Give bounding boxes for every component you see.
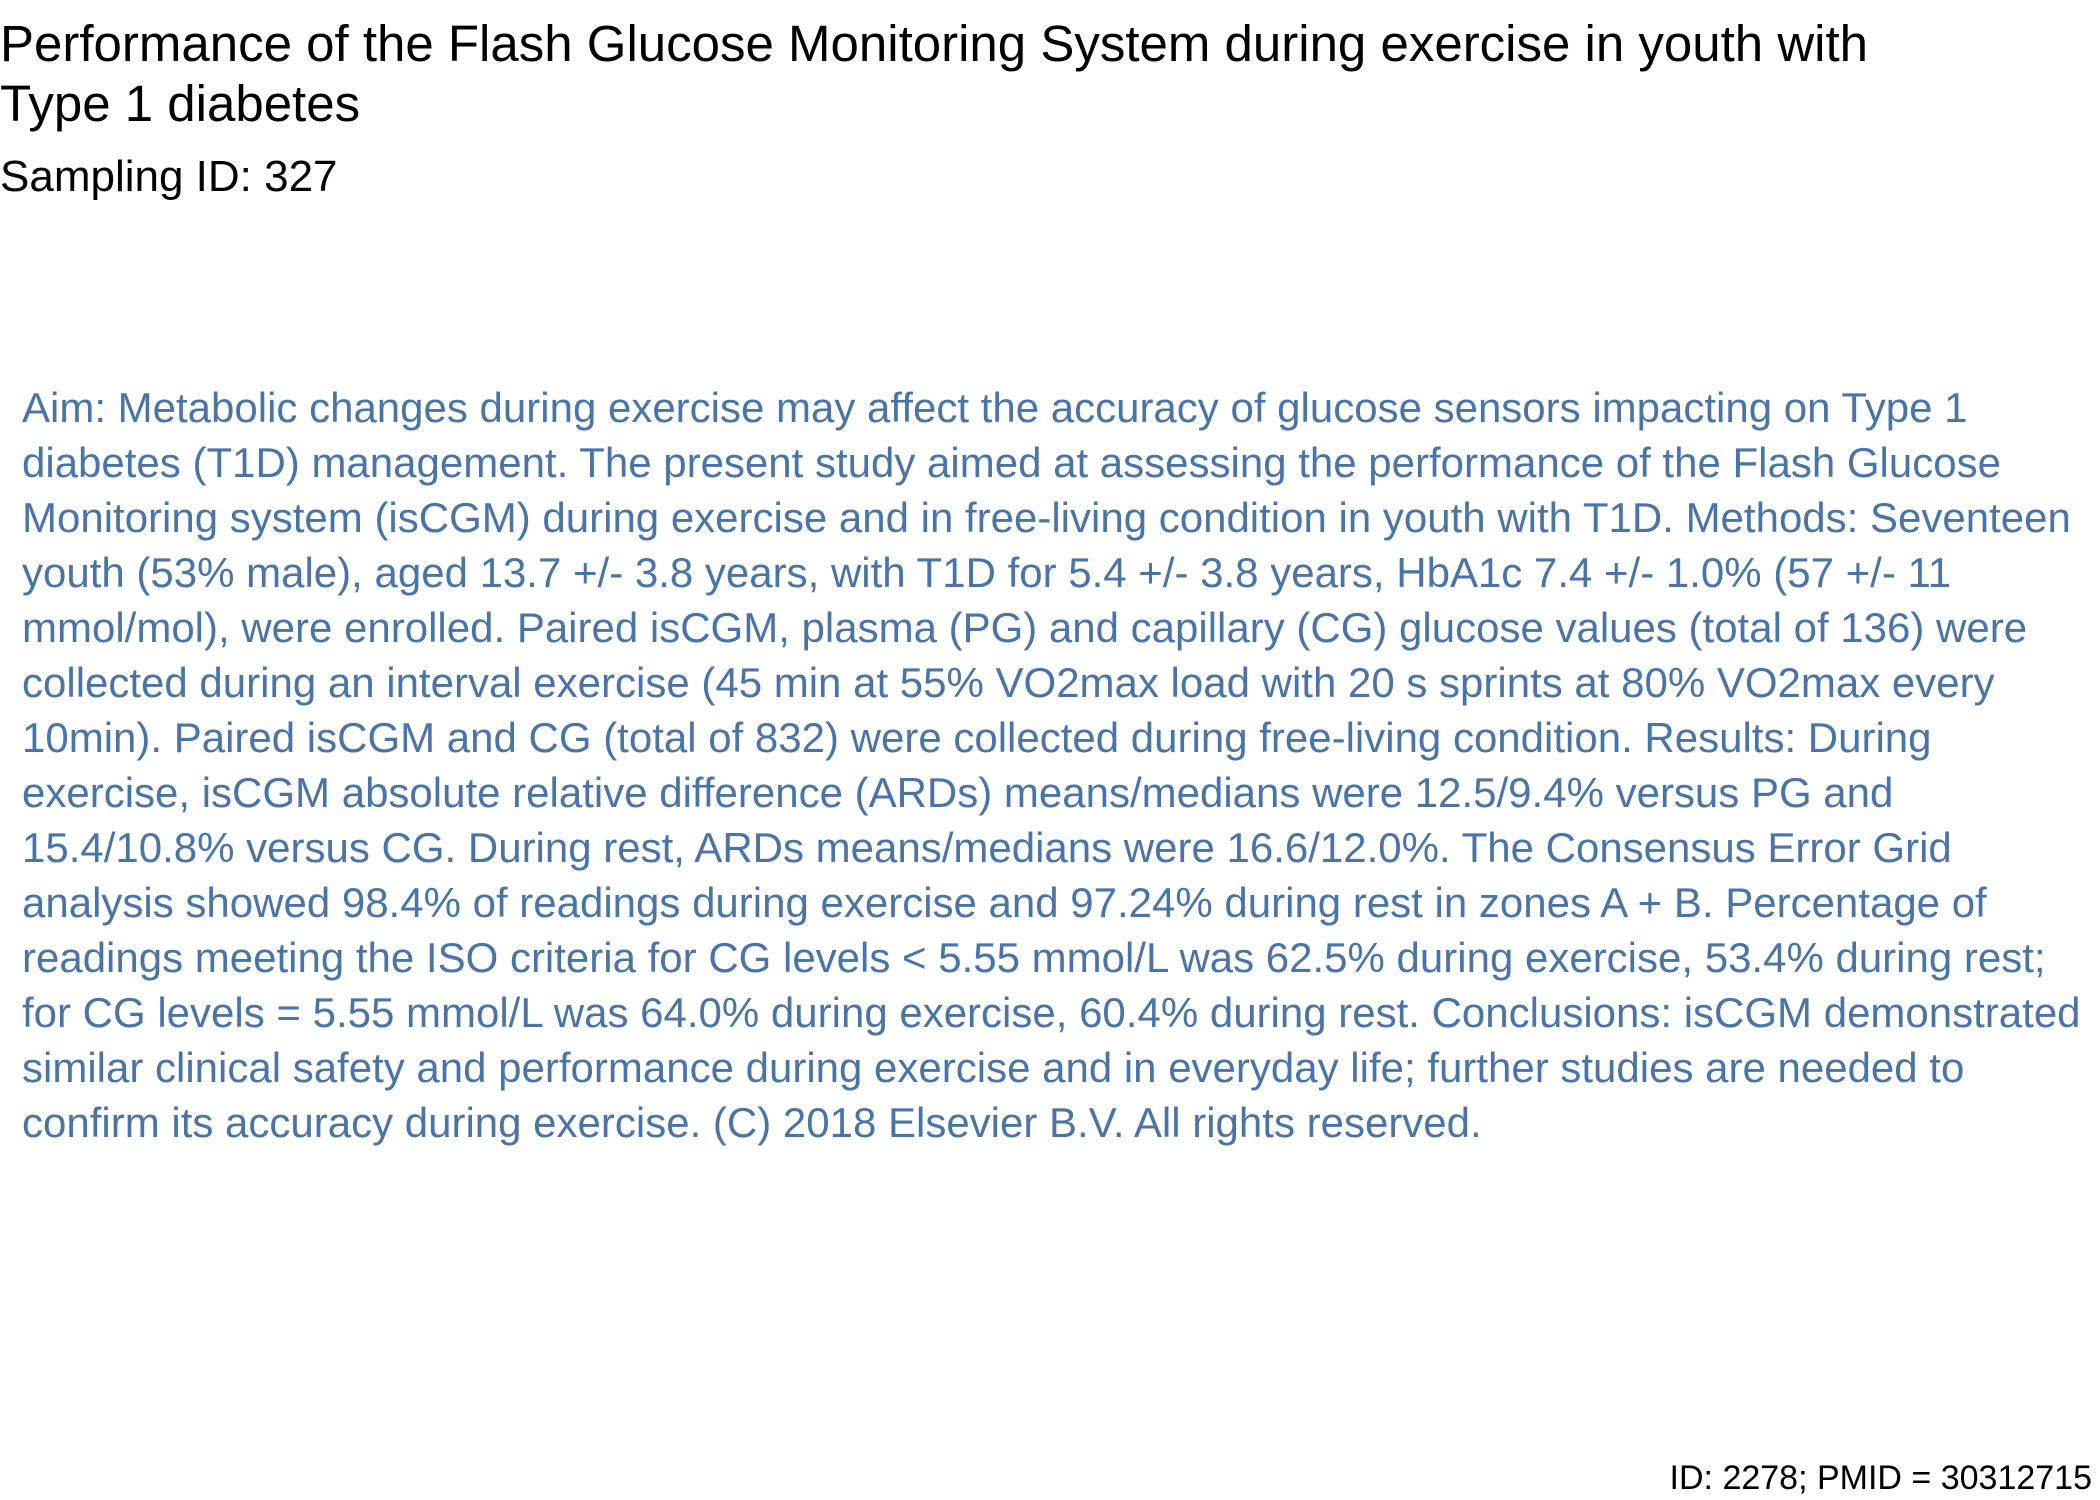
document-title: Performance of the Flash Glucose Monitor… <box>0 15 1869 132</box>
sampling-id: Sampling ID: 327 <box>0 152 338 201</box>
footer-id: ID: 2278; PMID = 30312715 <box>1669 1459 2092 1497</box>
abstract-text: Aim: Metabolic changes during exercise m… <box>22 384 2081 1146</box>
